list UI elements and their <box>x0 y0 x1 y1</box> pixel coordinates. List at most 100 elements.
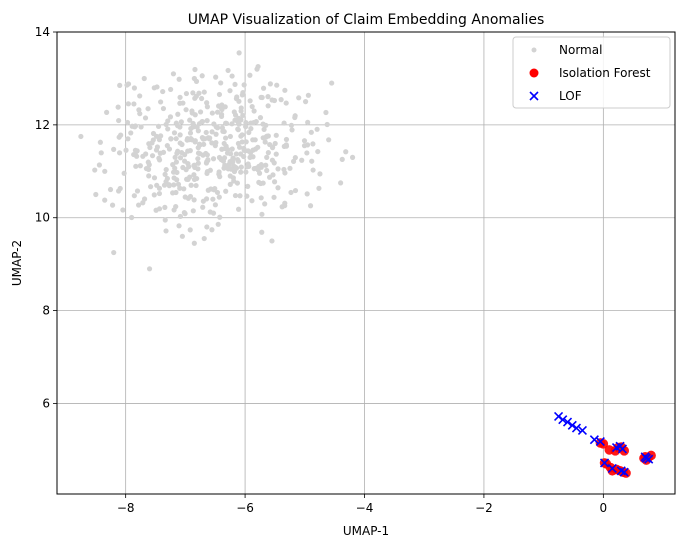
normal-point <box>165 126 171 132</box>
normal-point <box>241 147 247 153</box>
y-tick-label: 8 <box>42 304 50 318</box>
normal-point <box>179 233 185 239</box>
normal-point <box>238 117 244 123</box>
normal-point <box>211 187 217 193</box>
normal-point <box>269 145 276 151</box>
normal-point <box>172 154 178 160</box>
normal-point <box>183 90 190 97</box>
normal-point <box>232 117 238 123</box>
normal-point <box>151 175 158 181</box>
normal-point <box>287 165 293 171</box>
normal-point <box>195 166 201 172</box>
normal-point <box>273 151 279 157</box>
normal-point <box>310 167 316 173</box>
normal-point <box>117 82 123 88</box>
normal-point <box>167 114 174 120</box>
normal-point <box>158 133 164 139</box>
normal-point <box>271 179 278 185</box>
data-points <box>78 50 656 478</box>
normal-point <box>97 139 103 145</box>
normal-point <box>191 176 198 183</box>
normal-point <box>288 189 294 196</box>
normal-point <box>146 162 152 168</box>
normal-point <box>155 123 162 129</box>
normal-point <box>181 209 187 216</box>
normal-point <box>174 177 180 183</box>
normal-point <box>307 203 314 209</box>
normal-point <box>236 121 242 127</box>
normal-point <box>260 85 267 91</box>
normal-point <box>134 188 141 194</box>
normal-point <box>151 192 157 198</box>
y-tick-label: 12 <box>35 118 50 132</box>
normal-point <box>204 224 210 230</box>
series-lof <box>553 411 654 477</box>
lof-point <box>571 423 582 433</box>
normal-point <box>288 122 295 128</box>
normal-point <box>149 140 155 146</box>
normal-point <box>191 240 197 246</box>
lof-point <box>607 463 617 474</box>
normal-point <box>175 111 181 117</box>
normal-point <box>317 171 323 177</box>
normal-point <box>238 164 244 170</box>
normal-point <box>282 203 288 209</box>
normal-point <box>177 213 184 220</box>
normal-point <box>176 223 182 229</box>
normal-point <box>175 148 181 154</box>
normal-point <box>302 99 309 105</box>
normal-point <box>247 150 254 156</box>
normal-point <box>282 87 288 93</box>
normal-point <box>210 196 216 202</box>
normal-point <box>283 136 290 143</box>
normal-point <box>163 167 169 173</box>
normal-point <box>165 118 171 124</box>
normal-point <box>272 140 278 147</box>
y-tick-label: 14 <box>35 25 50 39</box>
normal-point <box>231 109 237 115</box>
normal-point <box>339 156 345 162</box>
normal-point <box>171 207 177 213</box>
normal-point <box>170 71 177 77</box>
normal-point <box>190 208 196 214</box>
normal-point <box>191 197 197 203</box>
normal-point <box>131 193 137 199</box>
normal-point <box>216 91 223 98</box>
normal-point <box>222 104 228 110</box>
normal-point <box>171 130 178 136</box>
normal-point <box>192 112 198 118</box>
normal-point <box>235 206 242 212</box>
normal-point <box>93 191 99 198</box>
normal-point <box>151 85 157 91</box>
normal-point <box>275 166 281 172</box>
normal-point <box>199 119 205 125</box>
normal-point <box>203 150 209 157</box>
normal-point <box>233 165 240 171</box>
normal-point <box>137 163 143 169</box>
normal-point <box>234 157 241 163</box>
normal-point <box>292 114 298 121</box>
normal-point <box>198 95 205 102</box>
normal-point <box>238 151 244 157</box>
normal-point <box>323 109 329 116</box>
normal-point <box>141 75 147 82</box>
normal-point <box>258 94 264 100</box>
normal-point <box>178 119 184 125</box>
normal-point <box>191 172 197 178</box>
normal-point <box>162 217 168 223</box>
normal-point <box>177 94 183 100</box>
normal-point <box>185 148 191 154</box>
normal-point <box>314 126 320 132</box>
normal-point <box>215 221 221 227</box>
normal-point <box>271 97 278 104</box>
normal-point <box>252 137 258 143</box>
normal-point <box>213 131 219 137</box>
lof-point <box>640 452 650 462</box>
normal-point <box>202 136 208 142</box>
normal-point <box>135 202 142 208</box>
grid-lines <box>57 31 675 494</box>
normal-point <box>290 158 297 164</box>
normal-point <box>156 190 163 197</box>
normal-point <box>253 165 259 171</box>
normal-point <box>222 162 228 168</box>
